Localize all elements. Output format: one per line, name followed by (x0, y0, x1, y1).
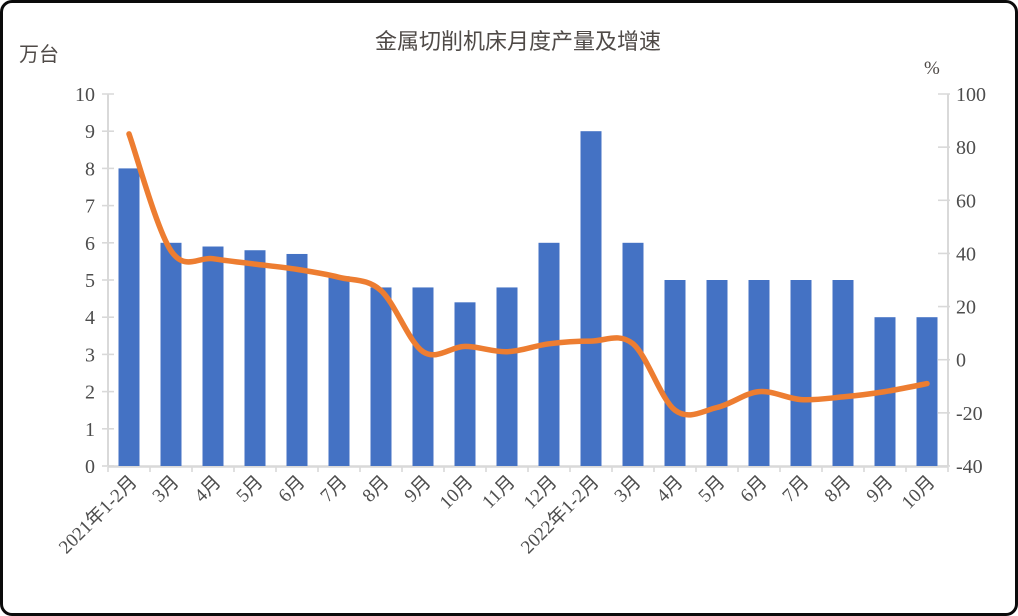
x-axis-category-label: 6月 (737, 472, 772, 507)
bar (622, 242, 644, 466)
right-axis-tick-label: 80 (956, 137, 976, 159)
bar (202, 246, 224, 466)
right-axis: 100 80 60 40 20 0 -20 -40 (938, 84, 986, 478)
right-axis-tick-label: 20 (956, 297, 976, 319)
bar (412, 287, 434, 466)
x-axis-category-label: 4月 (653, 472, 688, 507)
x-axis-category-label: 2021年1-2月 (54, 471, 141, 558)
bar (706, 280, 728, 466)
x-axis-category-label: 3月 (149, 472, 184, 507)
x-axis-category-label: 8月 (821, 472, 856, 507)
right-axis-tick-label: 40 (956, 243, 976, 265)
right-axis-tick-label: -40 (956, 456, 983, 478)
x-axis-category-label: 9月 (863, 472, 898, 507)
x-axis-category-label: 7月 (779, 472, 814, 507)
right-axis-tick-label: -20 (956, 403, 983, 425)
bar (538, 242, 560, 466)
right-axis-tick-label: 100 (956, 84, 986, 106)
bar (496, 287, 518, 466)
chart-title: 金属切削机床月度产量及增速 (375, 29, 661, 54)
x-axis-category-label: 10月 (436, 472, 478, 514)
x-axis-category-label: 9月 (401, 472, 436, 507)
axes (107, 94, 949, 468)
left-axis-tick-label: 7 (85, 196, 95, 218)
bar (328, 276, 350, 466)
left-axis-tick-label: 4 (85, 307, 95, 329)
left-axis-tick-label: 10 (75, 84, 95, 106)
x-axis-category-label: 6月 (275, 472, 310, 507)
bar (160, 242, 182, 466)
left-axis-tick-label: 3 (85, 344, 95, 366)
right-axis-tick-label: 0 (956, 350, 966, 372)
bar (454, 302, 476, 466)
left-axis-tick-label: 8 (85, 158, 95, 180)
left-axis-tick-label: 0 (85, 456, 95, 478)
x-axis-category-label: 4月 (191, 472, 226, 507)
bar (244, 250, 266, 466)
right-axis-tick-label: 60 (956, 190, 976, 212)
left-axis-tick-label: 9 (85, 121, 95, 143)
growth-line-series (126, 131, 930, 418)
bar (832, 280, 854, 466)
left-axis-tick-label: 5 (85, 270, 95, 292)
bar (580, 131, 602, 466)
left-axis-tick-label: 6 (85, 233, 95, 255)
right-axis-unit-label: % (924, 58, 940, 79)
bar (916, 317, 938, 466)
x-axis-category-label: 3月 (611, 472, 646, 507)
bar (118, 168, 140, 466)
x-axis-category-label: 2022年1-2月 (516, 471, 603, 558)
left-axis-tick-label: 1 (85, 419, 95, 441)
bar (748, 280, 770, 466)
growth-line (126, 131, 930, 418)
x-axis-category-label: 10月 (898, 472, 940, 514)
x-axis-category-label: 5月 (233, 472, 268, 507)
x-axis: 2021年1-2月 3月 4月 5月 6月 7月 8月 9月 10月 11月 12月2022年1-2… (54, 467, 949, 558)
left-axis-unit-label: 万台 (19, 43, 59, 66)
bar (370, 287, 392, 466)
x-axis-category-label: 5月 (695, 472, 730, 507)
bar (664, 280, 686, 466)
x-axis-category-label: 7月 (317, 472, 352, 507)
bar (286, 253, 308, 466)
left-axis-tick-label: 2 (85, 382, 95, 404)
bars-series (118, 131, 938, 466)
x-axis-category-label: 11月 (478, 472, 519, 513)
x-axis-category-label: 8月 (359, 472, 394, 507)
bar (790, 280, 812, 466)
